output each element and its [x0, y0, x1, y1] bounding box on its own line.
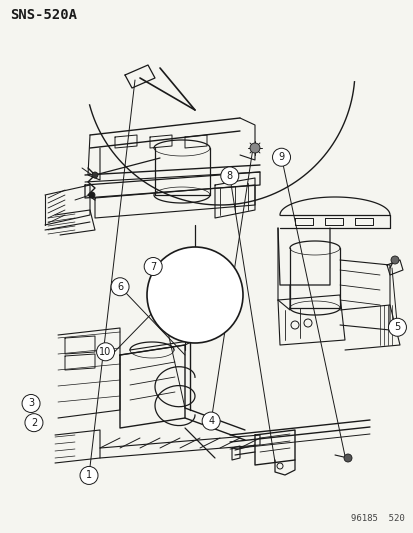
Circle shape: [92, 172, 98, 178]
Circle shape: [96, 343, 114, 361]
Text: 9: 9: [278, 152, 284, 162]
Circle shape: [220, 167, 238, 185]
Circle shape: [147, 247, 242, 343]
Circle shape: [290, 321, 298, 329]
Circle shape: [80, 466, 98, 484]
Circle shape: [25, 414, 43, 432]
Circle shape: [249, 143, 259, 153]
Circle shape: [144, 257, 162, 276]
Text: 5: 5: [393, 322, 400, 332]
Text: 7: 7: [150, 262, 156, 271]
Text: 1: 1: [86, 471, 92, 480]
Text: 3: 3: [28, 399, 34, 408]
Circle shape: [387, 318, 406, 336]
Circle shape: [22, 394, 40, 413]
Circle shape: [343, 454, 351, 462]
Circle shape: [272, 148, 290, 166]
Circle shape: [303, 319, 311, 327]
Text: 10: 10: [99, 347, 112, 357]
Circle shape: [89, 192, 95, 198]
Text: 96185  520: 96185 520: [350, 514, 404, 523]
Text: SNS-520A: SNS-520A: [10, 8, 77, 22]
Text: 4: 4: [208, 416, 214, 426]
Text: 6: 6: [117, 282, 123, 292]
Circle shape: [390, 256, 398, 264]
Circle shape: [202, 412, 220, 430]
Circle shape: [111, 278, 129, 296]
Circle shape: [276, 463, 282, 469]
Text: 2: 2: [31, 418, 37, 427]
Text: 8: 8: [226, 171, 232, 181]
